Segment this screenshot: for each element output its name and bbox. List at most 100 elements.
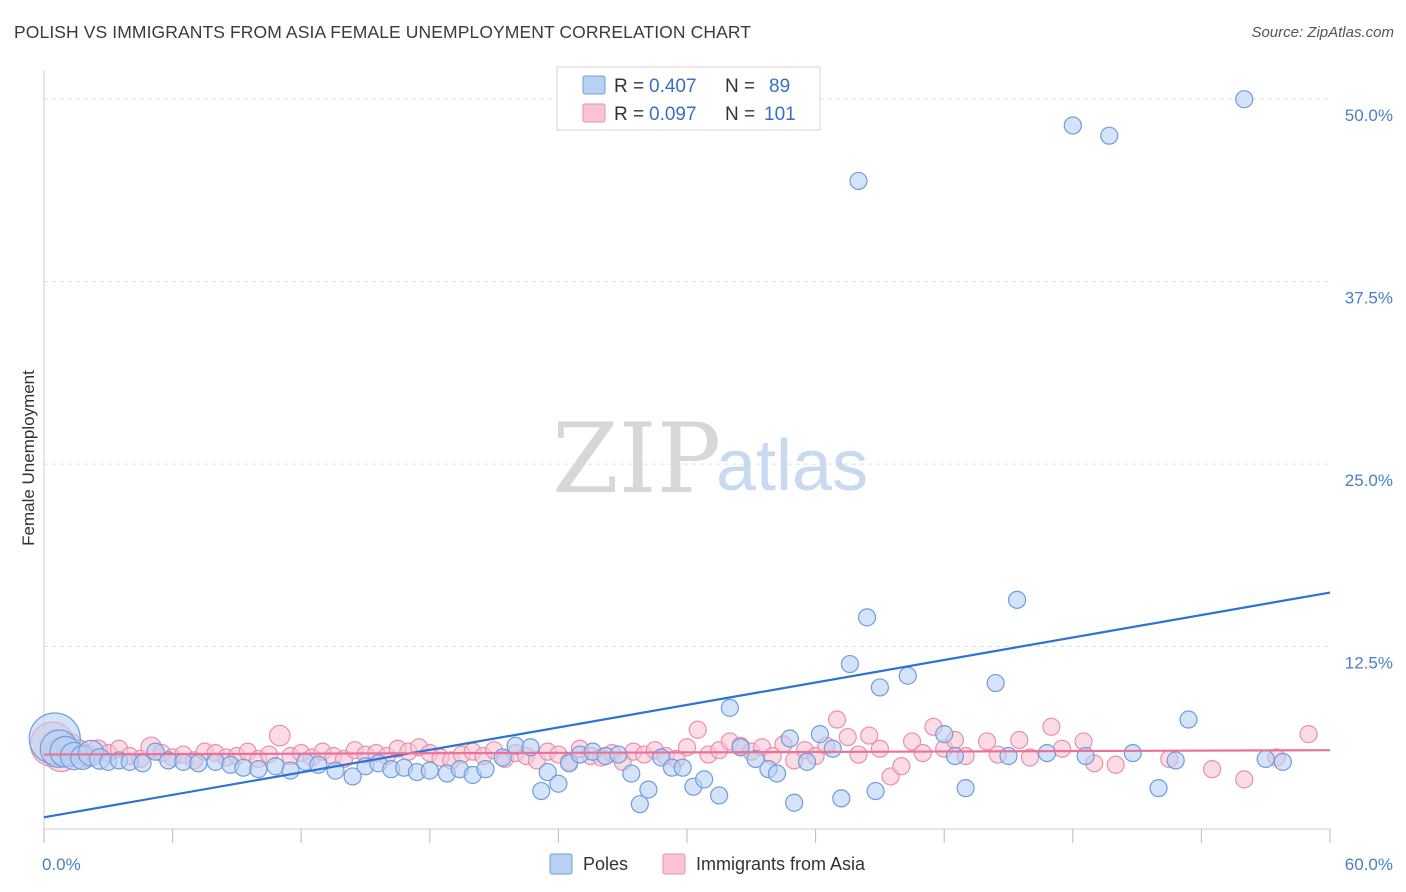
point-poles xyxy=(857,608,877,627)
point-poles xyxy=(266,757,285,776)
point-poles xyxy=(1179,710,1198,729)
watermark-zip: ZIP xyxy=(552,403,721,515)
legend-n-label: N = xyxy=(725,104,755,125)
point-poles xyxy=(986,673,1005,693)
grid-lines xyxy=(44,98,1330,648)
point-asia xyxy=(849,745,868,764)
point-poles xyxy=(538,762,557,782)
point-poles xyxy=(1149,779,1168,798)
point-poles xyxy=(1123,743,1142,763)
x-tick-label: 60.0% xyxy=(1345,855,1393,874)
point-poles xyxy=(549,774,568,793)
point-asia xyxy=(860,726,879,745)
tick-labels: 12.5% 25.0% 37.5% 50.0% 0.0% 60.0% xyxy=(42,106,1393,874)
trend-line-asia xyxy=(43,749,1331,756)
point-poles xyxy=(249,760,268,779)
point-poles xyxy=(639,780,658,799)
point-poles xyxy=(695,770,714,789)
point-poles xyxy=(521,738,540,757)
y-tick-label: 12.5% xyxy=(1345,654,1393,673)
point-poles xyxy=(945,746,965,766)
legend-label-asia: Immigrants from Asia xyxy=(696,854,866,874)
legend-swatch-asia xyxy=(582,103,606,123)
legend-swatch-poles xyxy=(582,75,606,95)
point-poles xyxy=(1235,90,1254,109)
legend-r-label: R = xyxy=(614,76,644,97)
point-poles xyxy=(420,761,439,780)
point-asia xyxy=(838,727,857,747)
legend-swatch-asia xyxy=(662,853,686,875)
point-asia xyxy=(913,743,932,763)
point-asia xyxy=(1299,725,1318,744)
point-poles xyxy=(234,758,253,777)
point-poles xyxy=(630,795,649,814)
chart-title: POLISH VS IMMIGRANTS FROM ASIA FEMALE UN… xyxy=(14,22,752,42)
point-poles xyxy=(823,739,842,758)
legend-n-value: 101 xyxy=(764,104,796,125)
point-asia xyxy=(1052,739,1072,758)
trend-lines xyxy=(43,591,1331,819)
legend-n-value: 89 xyxy=(769,76,790,97)
point-poles xyxy=(746,749,765,769)
point-poles xyxy=(206,752,225,771)
point-poles xyxy=(532,781,551,801)
point-asia xyxy=(1042,717,1061,736)
watermark: ZIP atlas xyxy=(552,403,868,515)
point-poles xyxy=(710,786,729,805)
point-poles xyxy=(956,779,975,798)
point-poles xyxy=(174,752,193,771)
stats-legend: R = 0.407 N = 89 R = 0.097 N = 101 xyxy=(556,66,821,131)
point-poles xyxy=(935,725,954,744)
point-asia xyxy=(977,732,997,751)
point-poles xyxy=(1273,752,1292,771)
point-poles xyxy=(810,725,829,744)
legend-swatch-poles xyxy=(549,853,573,875)
point-asia xyxy=(268,724,291,747)
point-poles xyxy=(870,678,890,697)
point-poles xyxy=(785,793,804,812)
point-poles xyxy=(999,746,1018,766)
point-poles xyxy=(1063,116,1082,135)
point-poles xyxy=(343,767,362,786)
point-poles xyxy=(1100,126,1119,145)
watermark-atlas: atlas xyxy=(716,426,868,506)
point-poles xyxy=(189,754,208,773)
point-asia xyxy=(1106,755,1125,774)
y-axis-label: Female Unemployment xyxy=(19,370,38,546)
x-tick-label: 0.0% xyxy=(42,855,81,874)
point-poles xyxy=(1166,751,1185,770)
legend-r-value: 0.097 xyxy=(649,104,697,125)
point-poles xyxy=(609,745,628,764)
y-tick-label: 25.0% xyxy=(1345,471,1393,490)
point-poles xyxy=(866,781,885,801)
point-asia xyxy=(1010,730,1029,750)
trend-line-poles xyxy=(43,591,1331,819)
point-poles xyxy=(281,761,300,780)
legend-r-value: 0.407 xyxy=(649,76,697,97)
series-legend: Poles Immigrants from Asia xyxy=(549,853,866,875)
y-tick-label: 37.5% xyxy=(1345,289,1393,308)
legend-r-label: R = xyxy=(614,104,644,125)
source-label: Source: ZipAtlas.com xyxy=(1251,24,1394,41)
legend-label-poles: Poles xyxy=(583,854,628,874)
point-poles xyxy=(1037,743,1057,763)
point-poles xyxy=(840,654,859,674)
point-poles xyxy=(849,171,868,191)
point-poles xyxy=(720,698,739,717)
point-asia xyxy=(688,720,707,739)
point-poles xyxy=(1007,590,1027,609)
point-asia xyxy=(902,732,922,751)
point-poles xyxy=(797,752,817,771)
point-asia xyxy=(827,710,847,729)
y-tick-label: 50.0% xyxy=(1345,106,1393,125)
point-poles xyxy=(832,789,851,808)
point-asia xyxy=(870,739,890,758)
point-poles xyxy=(673,758,692,777)
point-poles xyxy=(780,729,799,748)
point-asia xyxy=(1020,748,1040,767)
point-asia xyxy=(1235,770,1254,789)
point-poles xyxy=(476,760,495,779)
axes xyxy=(43,70,1331,843)
point-poles xyxy=(767,764,787,783)
